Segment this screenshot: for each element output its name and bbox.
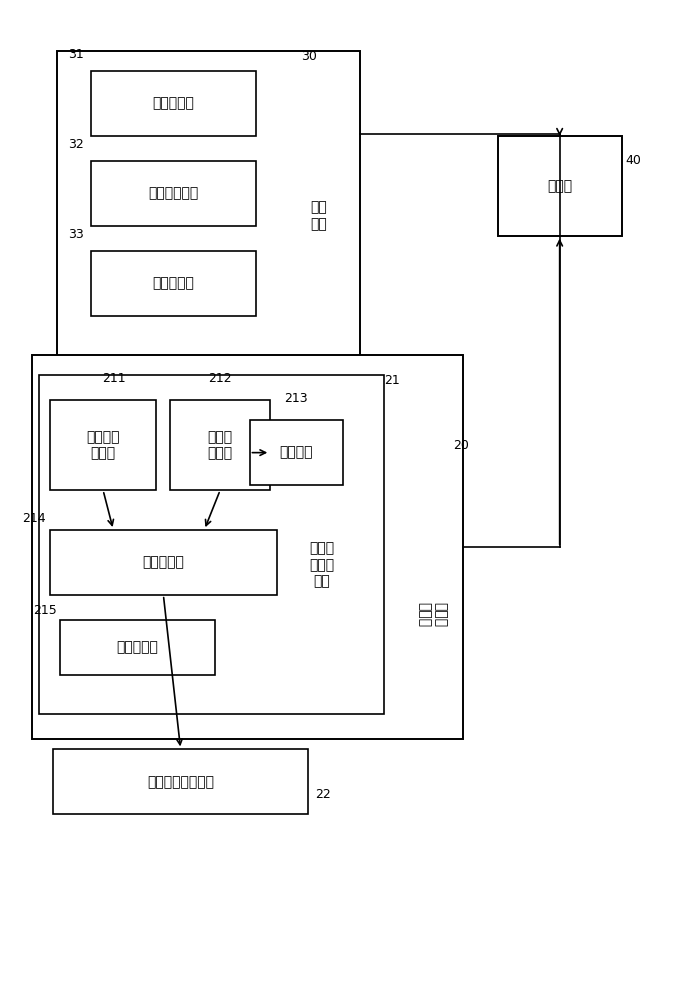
Text: 转动装置: 转动装置 bbox=[280, 446, 313, 460]
Text: 差分放大器: 差分放大器 bbox=[116, 640, 158, 654]
Text: 21: 21 bbox=[384, 374, 400, 387]
FancyBboxPatch shape bbox=[91, 71, 257, 136]
Text: 213: 213 bbox=[284, 392, 308, 405]
Text: 31: 31 bbox=[69, 48, 84, 61]
FancyBboxPatch shape bbox=[91, 251, 257, 316]
FancyBboxPatch shape bbox=[50, 400, 156, 490]
Text: 22: 22 bbox=[315, 788, 331, 801]
Text: 语音接
收装置: 语音接 收装置 bbox=[417, 602, 447, 627]
FancyBboxPatch shape bbox=[250, 420, 343, 485]
Text: 运算放大器: 运算放大器 bbox=[143, 555, 184, 569]
FancyBboxPatch shape bbox=[57, 51, 360, 380]
Text: 语音命令识别单元: 语音命令识别单元 bbox=[147, 775, 214, 789]
Text: 40: 40 bbox=[625, 154, 641, 167]
Text: 211: 211 bbox=[102, 372, 125, 385]
FancyBboxPatch shape bbox=[53, 749, 308, 814]
Text: 人体感测器: 人体感测器 bbox=[153, 97, 194, 111]
Text: 33: 33 bbox=[69, 228, 84, 241]
Text: 指向性
麦克风: 指向性 麦克风 bbox=[208, 430, 233, 460]
FancyBboxPatch shape bbox=[170, 400, 270, 490]
Text: 215: 215 bbox=[33, 604, 57, 617]
Text: 212: 212 bbox=[208, 372, 232, 385]
FancyBboxPatch shape bbox=[33, 355, 463, 739]
Text: 处理器: 处理器 bbox=[547, 179, 572, 193]
FancyBboxPatch shape bbox=[60, 620, 215, 675]
Text: 语音命
令提取
单元: 语音命 令提取 单元 bbox=[309, 542, 334, 588]
FancyBboxPatch shape bbox=[50, 530, 277, 595]
Text: 214: 214 bbox=[23, 512, 46, 525]
Text: 方位感测单元: 方位感测单元 bbox=[149, 186, 199, 200]
Text: 32: 32 bbox=[69, 138, 84, 151]
Text: 20: 20 bbox=[453, 439, 468, 452]
Text: 非指向性
麦克风: 非指向性 麦克风 bbox=[86, 430, 120, 460]
Text: 30: 30 bbox=[301, 50, 317, 63]
Text: 感测
单元: 感测 单元 bbox=[310, 201, 327, 231]
FancyBboxPatch shape bbox=[498, 136, 621, 236]
Text: 距离感测器: 距离感测器 bbox=[153, 276, 194, 290]
FancyBboxPatch shape bbox=[91, 161, 257, 226]
FancyBboxPatch shape bbox=[39, 375, 384, 714]
